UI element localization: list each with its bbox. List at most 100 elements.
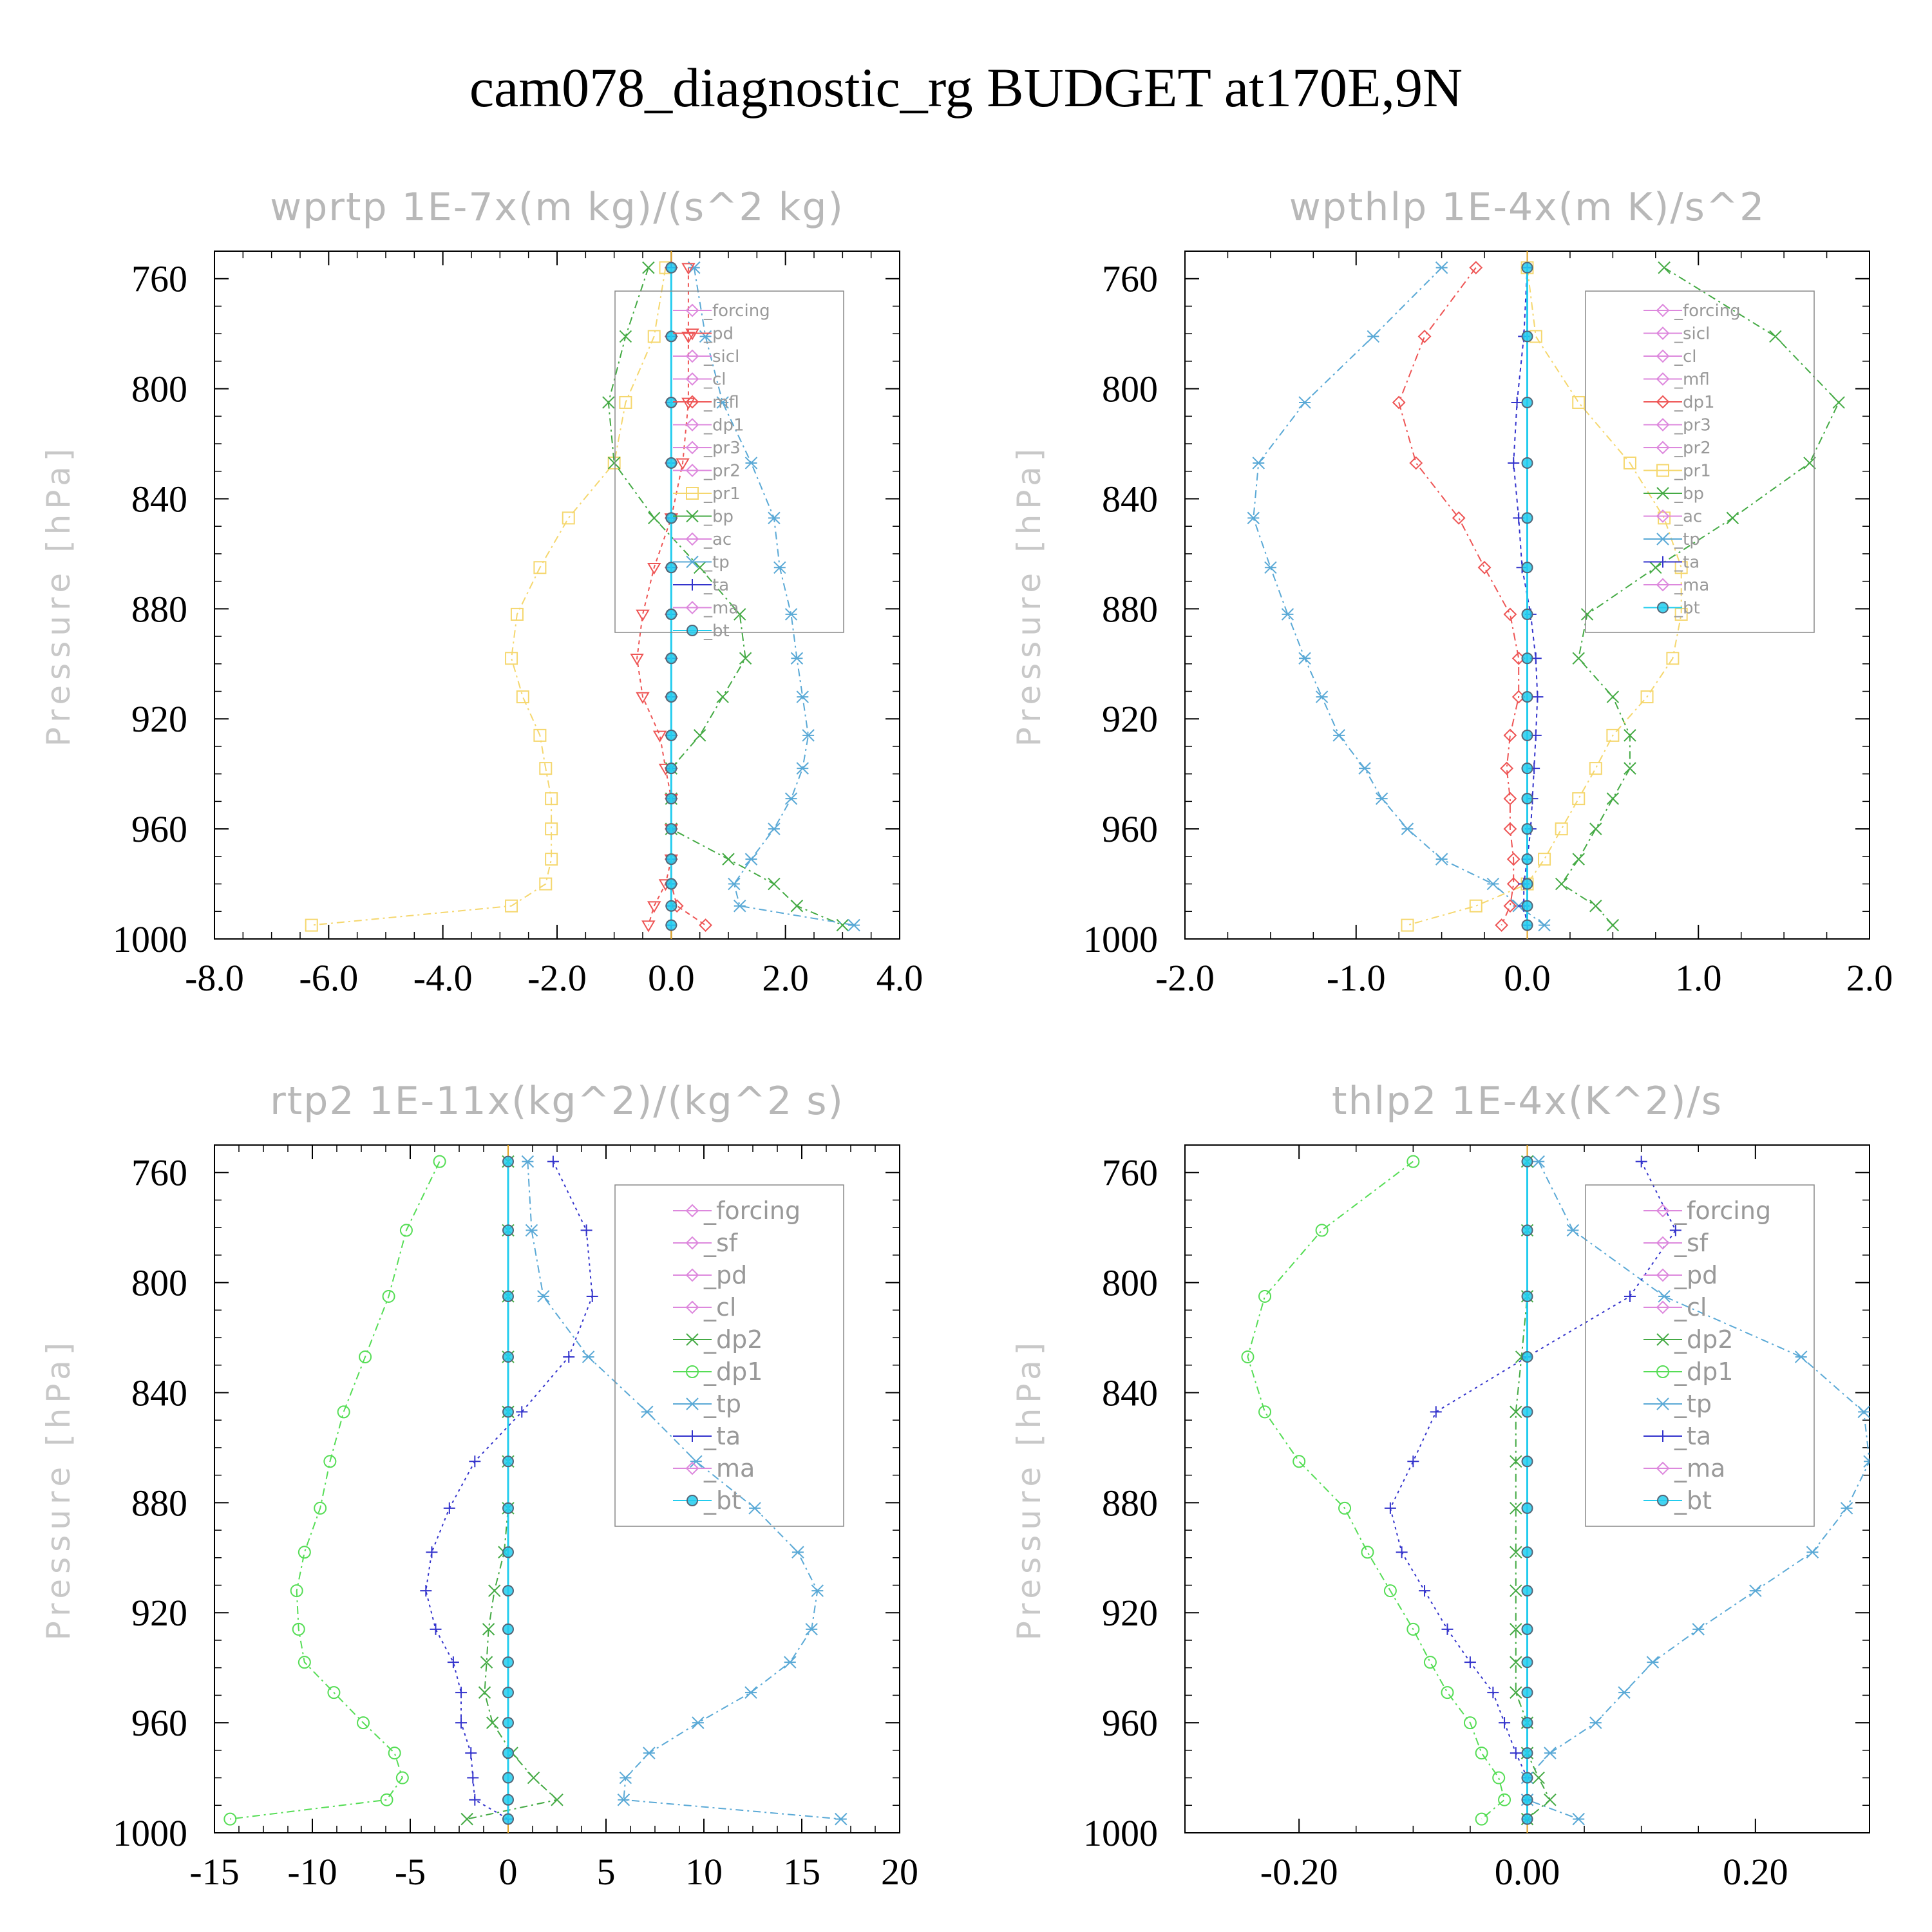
series-line-tp [693, 267, 855, 926]
y-tick-label: 920 [131, 698, 187, 740]
legend-entry: _dp2 [1674, 1325, 1733, 1354]
legend-marker [687, 579, 698, 591]
y-tick-label: 760 [1102, 1152, 1158, 1194]
data-point-pd [636, 692, 650, 705]
data-point-bt [502, 1623, 514, 1635]
legend-marker [685, 1268, 699, 1282]
legend-marker [685, 328, 699, 341]
data-point-dp1 [1506, 877, 1520, 891]
data-point-pr1 [1606, 728, 1620, 742]
legend-marker [687, 625, 698, 636]
data-point-tp [748, 1502, 761, 1515]
legend: _forcing _pd _sicl _cl _mfl _dp1 _pr3 _pr2 _pr1 _… [614, 290, 844, 641]
x-tick-label: 2.0 [762, 957, 809, 999]
data-point-bt [502, 1687, 514, 1699]
data-point-bt [502, 1155, 514, 1168]
data-point-ta [1487, 1687, 1499, 1699]
legend-entry: _sicl [703, 347, 739, 366]
legend-entry: _pd [703, 1261, 747, 1289]
legend-entry: _ta [703, 1422, 741, 1450]
data-point-bt [1521, 1502, 1533, 1514]
legend-marker [685, 1236, 699, 1250]
legend-marker [685, 1204, 699, 1218]
data-point-bt [1521, 457, 1533, 469]
data-point-bp [607, 457, 621, 469]
legend-marker [1656, 1236, 1670, 1250]
data-point-tp [1538, 918, 1551, 932]
data-point-tp [1749, 1584, 1762, 1597]
data-point-bt [665, 793, 677, 805]
legend-marker [687, 1430, 698, 1442]
data-point-dp1 [388, 1747, 401, 1760]
data-point-bt [1521, 878, 1533, 890]
data-point-tp [521, 1155, 535, 1168]
legend-entry: _forcing [1674, 301, 1741, 321]
data-point-pr1 [1623, 456, 1636, 469]
data-point-tp [744, 1686, 757, 1699]
data-point-dp1 [1503, 607, 1517, 621]
y-axis-label: Pressure [hPa] [40, 1338, 77, 1641]
data-point-bt [502, 1350, 514, 1363]
data-point-tp [1806, 1546, 1819, 1558]
legend-entry: _pr1 [703, 484, 741, 504]
data-point-ta [426, 1546, 438, 1558]
data-point-dp1 [1441, 1686, 1454, 1700]
data-point-pr1 [305, 918, 318, 932]
data-point-pd [652, 730, 667, 743]
x-tick-label: 0.20 [1723, 1851, 1788, 1893]
legend-marker [1656, 1300, 1670, 1314]
data-point-bp [1803, 457, 1816, 469]
legend-marker [686, 509, 699, 523]
data-point-bt [1521, 1772, 1533, 1784]
data-point-bp [1572, 853, 1585, 866]
y-tick-label: 880 [1102, 588, 1158, 630]
data-point-tp [1247, 511, 1260, 525]
data-point-bt [1521, 762, 1533, 775]
data-point-tp [699, 330, 712, 343]
x-tick-label: 0.0 [648, 957, 695, 999]
data-point-bp [1624, 762, 1636, 775]
legend-entry: _forcing [703, 1197, 800, 1225]
legend-entry: _tp [703, 553, 730, 573]
data-point-dp1 [1475, 1747, 1488, 1760]
data-point-bt [665, 919, 677, 931]
legend-entry: _pr3 [703, 439, 741, 458]
legend-entry: _mfl [1674, 370, 1710, 390]
data-point-tp [734, 900, 746, 913]
legend-marker [686, 1333, 699, 1346]
data-point-tp [784, 792, 798, 805]
legend-marker [1656, 1333, 1669, 1346]
data-point-tp [1358, 762, 1371, 775]
y-tick-label: 1000 [113, 1812, 187, 1854]
x-tick-label: 4.0 [876, 957, 923, 999]
data-point-tp [582, 1350, 595, 1363]
data-point-bt [1521, 1687, 1533, 1699]
data-point-bp [1624, 729, 1636, 742]
data-point-tp [1794, 1350, 1808, 1363]
data-point-bt [1521, 793, 1533, 805]
panel-wprtp: wprtp 1E-7x(m kg)/(s^2 kg) Pressure [hPa]… [40, 185, 923, 999]
panel-title: wpthlp 1E-4x(m K)/s^2 [1289, 185, 1766, 230]
data-point-dp1 [298, 1656, 311, 1669]
y-tick-label: 880 [131, 1482, 187, 1524]
legend-entry: _sicl [1674, 325, 1710, 344]
data-point-dp1 [1417, 330, 1432, 343]
data-point-bt [1521, 729, 1533, 741]
data-point-pr1 [516, 690, 529, 704]
data-point-pr1 [619, 395, 632, 409]
y-axis-label: Pressure [hPa] [40, 444, 77, 747]
data-point-tp [835, 1812, 848, 1826]
data-point-bt [502, 1290, 514, 1302]
data-point-pr1 [539, 877, 553, 891]
data-point-dp2 [486, 1716, 499, 1729]
data-point-bt [502, 1585, 514, 1597]
x-tick-label: -2.0 [1155, 957, 1215, 999]
data-point-dp1 [1258, 1405, 1272, 1419]
data-point-bt [502, 1224, 514, 1236]
data-point-bp [1555, 877, 1568, 891]
series-group [223, 1155, 848, 1826]
data-point-bt [1521, 823, 1533, 835]
legend-marker [1656, 327, 1670, 340]
data-point-bt [502, 1813, 514, 1825]
panel-thlp2: thlp2 1E-4x(K^2)/s Pressure [hPa] 760 800 84… [1010, 1079, 1870, 1893]
